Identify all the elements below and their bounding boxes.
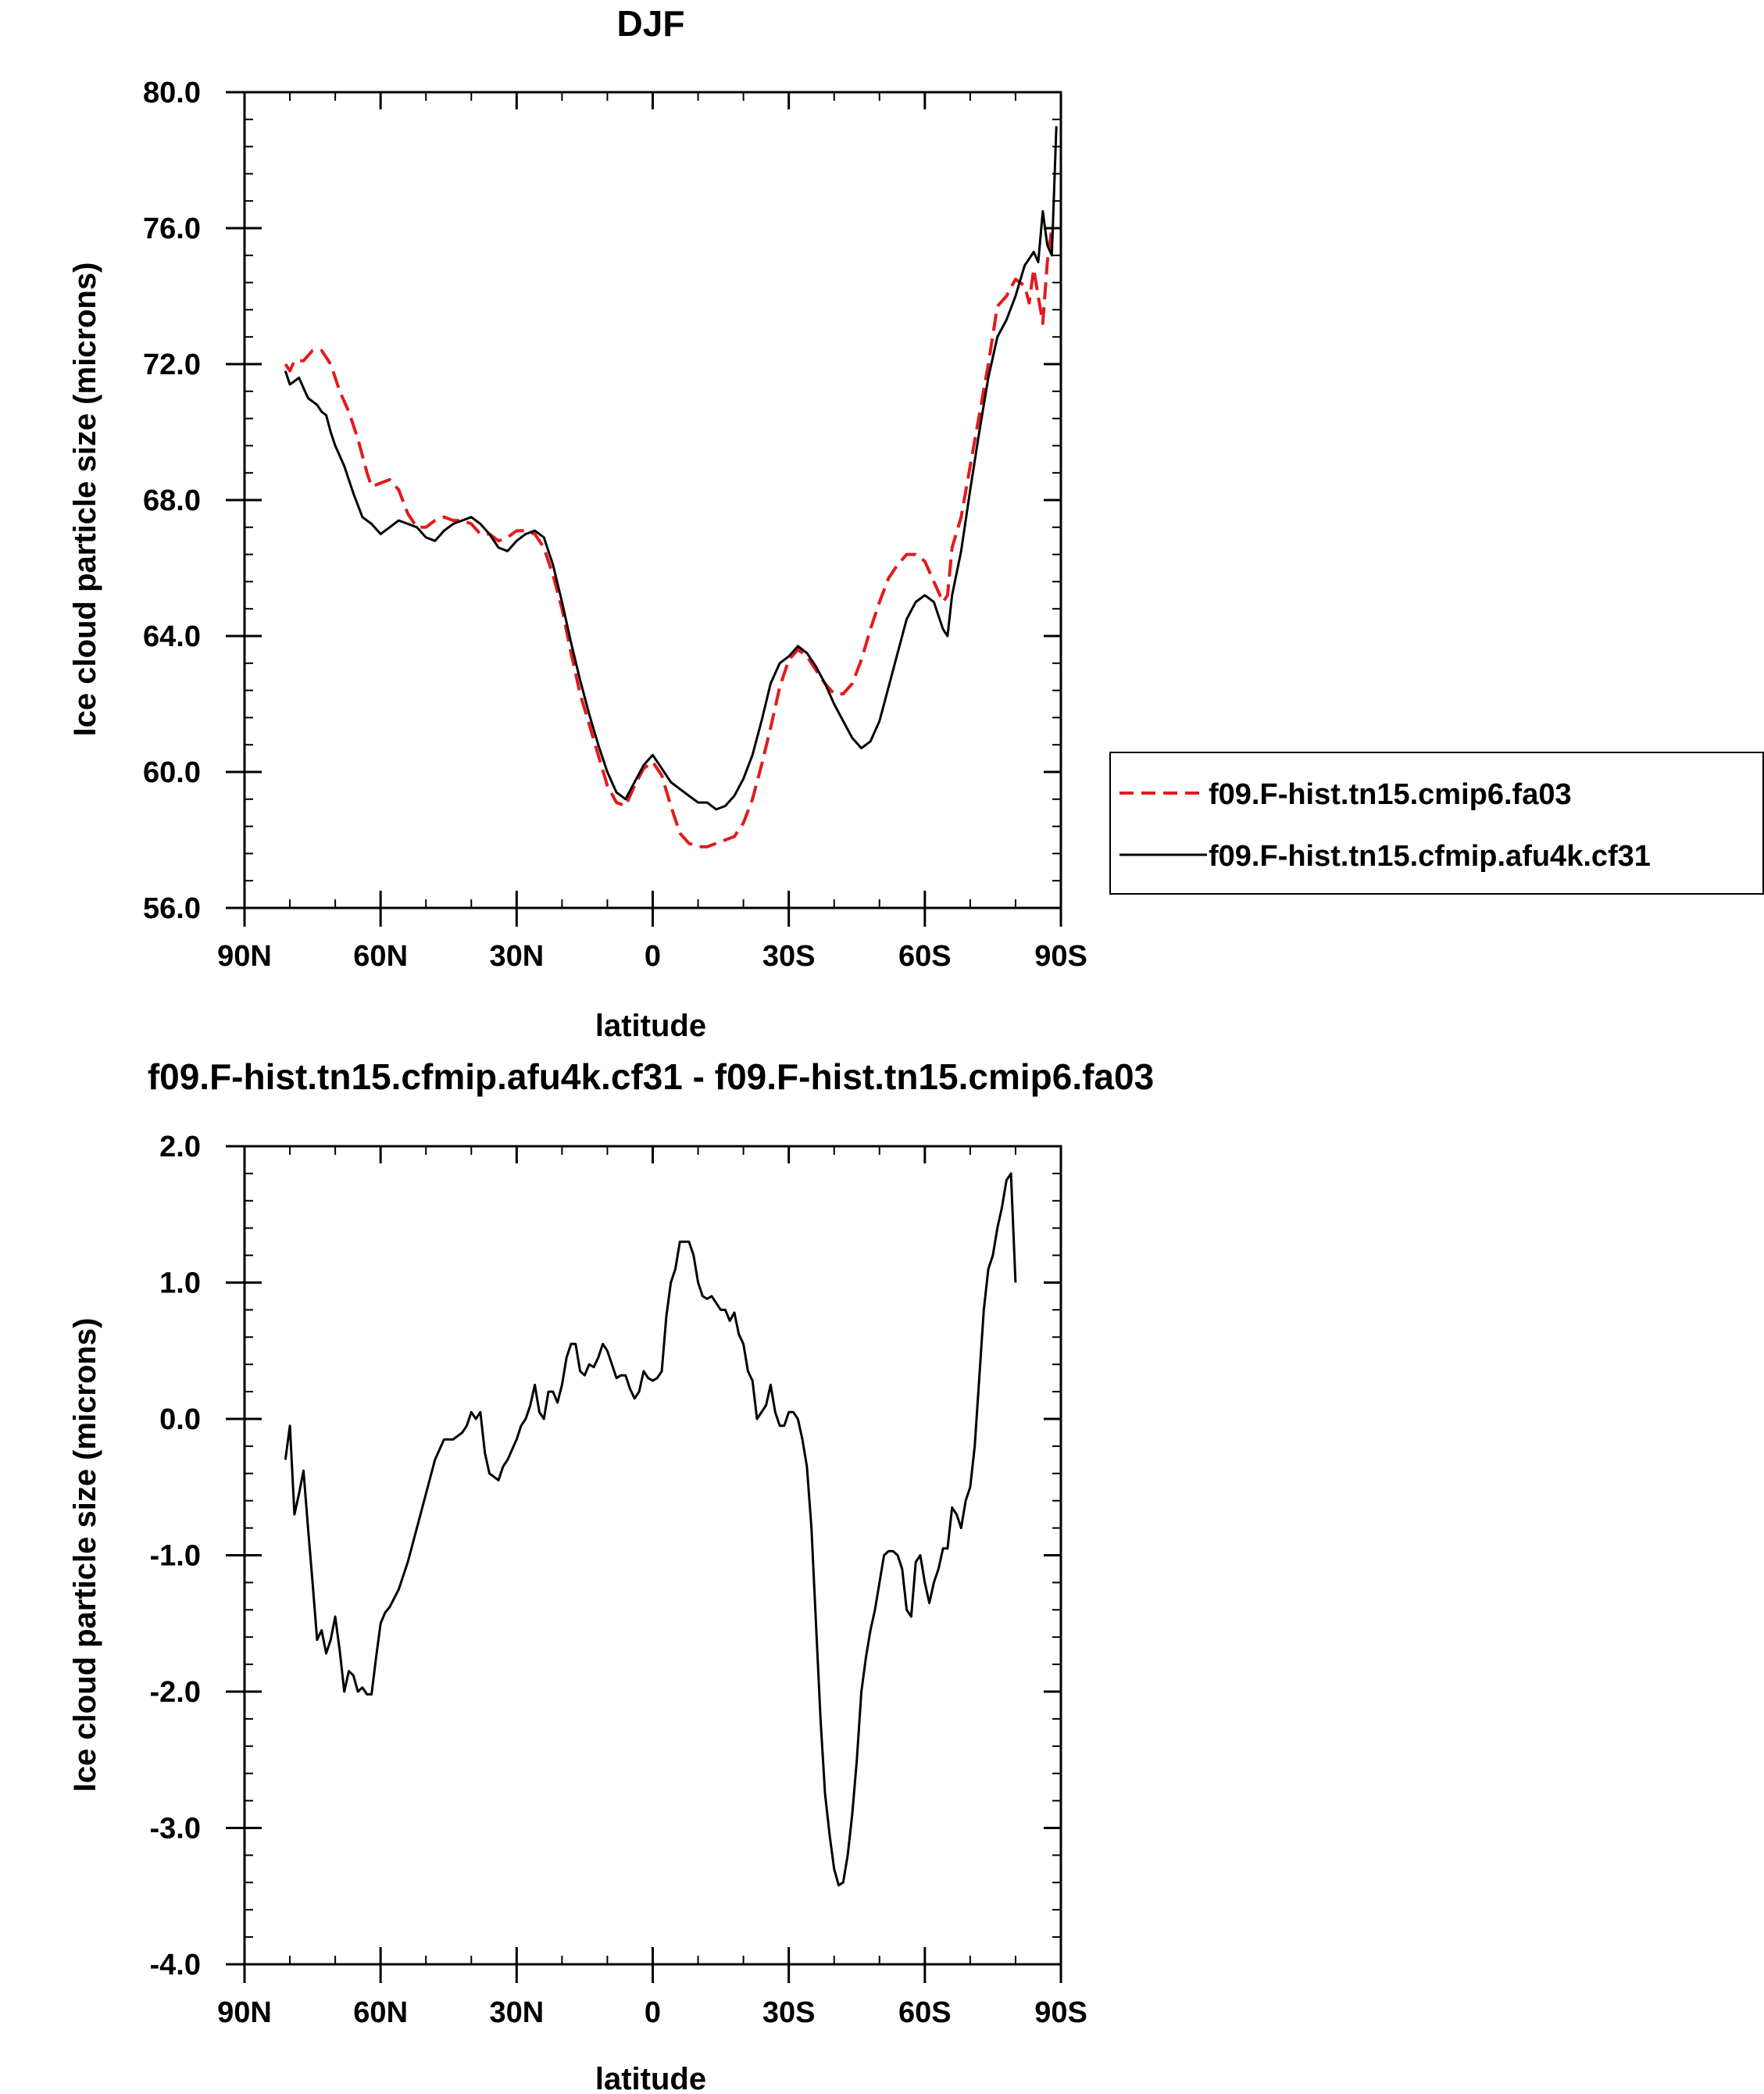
top-data-lines [284, 126, 1058, 849]
bottom-x-tick-label: 0 [645, 1996, 661, 2029]
top-y-axis-label: Ice cloud particle size (microns) [68, 263, 102, 737]
bottom-y-tick-label: 1.0 [159, 1267, 201, 1300]
top-y-tick-label: 72.0 [143, 348, 201, 381]
top-x-tick-label: 30S [762, 940, 816, 973]
top-y-tick-label: 56.0 [143, 892, 201, 925]
bottom-data-lines [284, 1172, 1017, 1887]
top-x-tick-label: 60N [353, 940, 408, 973]
top-x-tick-label: 90N [217, 940, 272, 973]
top-y-tick-label: 80.0 [143, 77, 201, 109]
top-chart-panel: DJF Ice cloud particle size (microns) la… [68, 3, 1087, 1043]
top-y-tick-label: 76.0 [143, 213, 201, 245]
top-y-tick-label: 60.0 [143, 756, 201, 789]
bottom-plot-frame [243, 1145, 1062, 1966]
bottom-series-line-0 [284, 1172, 1017, 1887]
legend-box [1109, 752, 1764, 895]
bottom-x-tick-label: 30N [489, 1996, 544, 2029]
top-axis-ticks: 90N 60N 30N 0 30S 60S 90S 56.0 60.0 64.0 68.0 72.0 7… [143, 77, 1087, 973]
top-series-line-0 [284, 227, 1054, 849]
bottom-x-tick-label: 90N [217, 1996, 272, 2029]
bottom-chart-title: f09.F-hist.tn15.cfmip.afu4k.cf31 - f09.F… [148, 1056, 1154, 1097]
bottom-y-tick-label: -3.0 [150, 1813, 201, 1846]
top-y-tick-label: 64.0 [143, 620, 201, 653]
bottom-y-tick-label: -1.0 [150, 1540, 201, 1573]
top-x-tick-label: 90S [1034, 940, 1087, 973]
top-x-tick-label: 30N [489, 940, 544, 973]
bottom-axis-ticks: 90N 60N 30N 0 30S 60S 90S -4.0 -3.0 -2.0 -1.0 0.0 1.… [150, 1131, 1087, 2029]
top-x-axis-label: latitude [595, 1009, 706, 1043]
bottom-y-tick-label: 2.0 [159, 1131, 201, 1163]
legend-label-warming: f09.F-hist.tn15.cfmip.afu4k.cf31 [1209, 840, 1651, 873]
top-series-line-1 [284, 126, 1058, 811]
bottom-y-tick-label: 0.0 [159, 1403, 201, 1436]
legend: f09.F-hist.tn15.cmip6.fa03 f09.F-hist.tn… [1109, 752, 1764, 895]
bottom-x-tick-label: 60S [898, 1996, 952, 2029]
top-chart-title: DJF [617, 3, 685, 44]
top-x-tick-label: 0 [645, 940, 661, 973]
top-y-tick-label: 68.0 [143, 484, 201, 517]
bottom-y-axis-label: Ice cloud particle size (microns) [68, 1318, 102, 1792]
legend-label-control: f09.F-hist.tn15.cmip6.fa03 [1209, 778, 1572, 811]
bottom-x-tick-label: 90S [1034, 1996, 1087, 2029]
bottom-x-axis-label: latitude [595, 2062, 706, 2094]
bottom-x-tick-label: 30S [762, 1996, 816, 2029]
bottom-x-tick-label: 60N [353, 1996, 408, 2029]
bottom-chart-panel: f09.F-hist.tn15.cfmip.afu4k.cf31 - f09.F… [68, 1056, 1154, 2094]
top-plot-frame [243, 91, 1062, 909]
bottom-y-tick-label: -2.0 [150, 1676, 201, 1709]
top-x-tick-label: 60S [898, 940, 952, 973]
bottom-y-tick-label: -4.0 [150, 1949, 201, 1981]
